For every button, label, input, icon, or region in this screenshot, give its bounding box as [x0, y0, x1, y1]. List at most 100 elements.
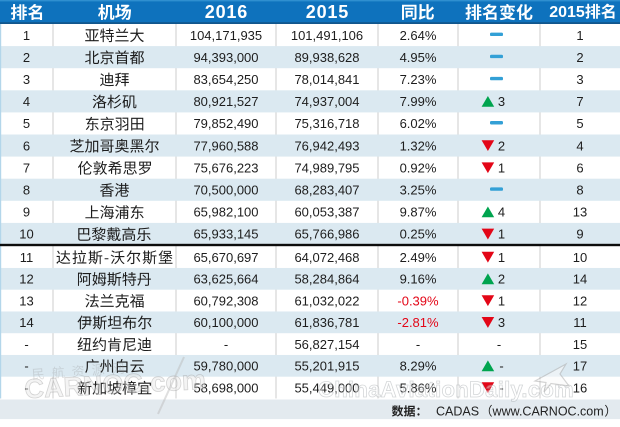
svg-text:2015: 2015 — [306, 2, 349, 22]
svg-text:101,491,106: 101,491,106 — [291, 28, 363, 43]
svg-text:2.64%: 2.64% — [400, 28, 437, 43]
svg-text:13: 13 — [19, 293, 33, 308]
svg-text:-: - — [416, 337, 420, 352]
svg-text:75,676,223: 75,676,223 — [193, 160, 258, 175]
svg-text:7.23%: 7.23% — [400, 72, 437, 87]
svg-text:76,942,493: 76,942,493 — [294, 138, 359, 153]
svg-text:8: 8 — [576, 183, 583, 198]
svg-text:-2.81%: -2.81% — [397, 315, 439, 330]
svg-text:4: 4 — [23, 94, 30, 109]
svg-text:65,982,100: 65,982,100 — [193, 205, 258, 220]
svg-text:8: 8 — [23, 183, 30, 198]
svg-text:-0.39%: -0.39% — [397, 293, 439, 308]
svg-text:4: 4 — [498, 205, 505, 220]
svg-text:14: 14 — [19, 315, 33, 330]
svg-text:15: 15 — [573, 337, 587, 352]
svg-text:60,100,000: 60,100,000 — [193, 315, 258, 330]
svg-text:7: 7 — [23, 160, 30, 175]
svg-text:7.99%: 7.99% — [400, 94, 437, 109]
svg-text:80,921,527: 80,921,527 — [193, 94, 258, 109]
svg-text:63,625,664: 63,625,664 — [193, 272, 258, 287]
svg-text:7: 7 — [576, 94, 583, 109]
svg-text:12: 12 — [19, 272, 33, 287]
svg-text:10: 10 — [19, 227, 33, 242]
svg-text:CADAS: CADAS — [436, 405, 479, 419]
svg-text:60,053,387: 60,053,387 — [294, 205, 359, 220]
svg-text:1: 1 — [23, 28, 30, 43]
svg-text:75,316,718: 75,316,718 — [294, 116, 359, 131]
svg-text:58,698,000: 58,698,000 — [193, 380, 258, 395]
svg-text:2: 2 — [498, 138, 505, 153]
svg-text:6.02%: 6.02% — [400, 116, 437, 131]
svg-text:64,072,468: 64,072,468 — [294, 250, 359, 265]
svg-text:65,670,697: 65,670,697 — [193, 250, 258, 265]
svg-text:1: 1 — [498, 160, 505, 175]
svg-text:78,014,841: 78,014,841 — [294, 72, 359, 87]
svg-text:2016: 2016 — [205, 2, 248, 22]
svg-text:61,032,022: 61,032,022 — [294, 293, 359, 308]
svg-text:-: - — [499, 380, 503, 395]
svg-text:89,938,628: 89,938,628 — [294, 50, 359, 65]
svg-text:0.25%: 0.25% — [400, 227, 437, 242]
svg-text:1: 1 — [498, 227, 505, 242]
svg-text:1: 1 — [498, 293, 505, 308]
svg-text:104,171,935: 104,171,935 — [190, 28, 262, 43]
svg-text:-: - — [499, 359, 503, 374]
svg-text:5.86%: 5.86% — [400, 380, 437, 395]
svg-text:2: 2 — [576, 50, 583, 65]
svg-text:10: 10 — [573, 250, 587, 265]
svg-text:-: - — [224, 337, 228, 352]
svg-text:9: 9 — [23, 205, 30, 220]
svg-text:79,852,490: 79,852,490 — [193, 116, 258, 131]
svg-text:74,937,004: 74,937,004 — [294, 94, 359, 109]
svg-text:60,792,308: 60,792,308 — [193, 293, 258, 308]
svg-text:2: 2 — [498, 272, 505, 287]
svg-text:65,933,145: 65,933,145 — [193, 227, 258, 242]
svg-text:6: 6 — [23, 138, 30, 153]
svg-text:3.25%: 3.25% — [400, 183, 437, 198]
svg-text:2015: 2015 — [549, 4, 585, 21]
svg-text:11: 11 — [20, 250, 34, 265]
svg-text:0.92%: 0.92% — [400, 160, 437, 175]
svg-text:17: 17 — [573, 359, 587, 374]
svg-text:65,766,986: 65,766,986 — [294, 227, 359, 242]
svg-text:3: 3 — [498, 94, 505, 109]
svg-text:61,836,781: 61,836,781 — [294, 315, 359, 330]
svg-text:5: 5 — [23, 116, 30, 131]
svg-text:16: 16 — [573, 380, 587, 395]
svg-text:5: 5 — [576, 116, 583, 131]
svg-text:4.95%: 4.95% — [400, 50, 437, 65]
svg-text:59,780,000: 59,780,000 — [193, 359, 258, 374]
svg-text:-: - — [24, 337, 28, 352]
svg-text:4: 4 — [576, 138, 583, 153]
svg-text:6: 6 — [576, 160, 583, 175]
svg-text:58,284,864: 58,284,864 — [294, 272, 359, 287]
svg-text:94,393,000: 94,393,000 — [193, 50, 258, 65]
svg-text:12: 12 — [573, 293, 587, 308]
svg-text:-: - — [24, 380, 28, 395]
svg-text:3: 3 — [498, 315, 505, 330]
svg-text:-: - — [497, 337, 501, 352]
svg-text:1: 1 — [576, 28, 583, 43]
svg-text:1: 1 — [498, 250, 505, 265]
svg-text:3: 3 — [576, 72, 583, 87]
svg-text:55,201,915: 55,201,915 — [294, 359, 359, 374]
svg-text:2: 2 — [23, 50, 30, 65]
svg-text:3: 3 — [23, 72, 30, 87]
svg-text:-: - — [24, 359, 28, 374]
svg-text:9: 9 — [576, 227, 583, 242]
svg-text:55,449,000: 55,449,000 — [294, 380, 359, 395]
svg-text:9.87%: 9.87% — [400, 205, 437, 220]
svg-text:9.16%: 9.16% — [400, 272, 437, 287]
svg-text:1.32%: 1.32% — [400, 138, 437, 153]
svg-text:70,500,000: 70,500,000 — [193, 183, 258, 198]
svg-text:68,283,407: 68,283,407 — [294, 183, 359, 198]
svg-text:14: 14 — [573, 272, 587, 287]
svg-text:74,989,795: 74,989,795 — [294, 160, 359, 175]
svg-text:83,654,250: 83,654,250 — [193, 72, 258, 87]
svg-text:56,827,154: 56,827,154 — [294, 337, 359, 352]
svg-text:ChinaAviationDaily.com: ChinaAviationDaily.com — [318, 377, 574, 402]
svg-text:13: 13 — [573, 205, 587, 220]
svg-text:11: 11 — [573, 315, 587, 330]
svg-text:2.49%: 2.49% — [400, 250, 437, 265]
